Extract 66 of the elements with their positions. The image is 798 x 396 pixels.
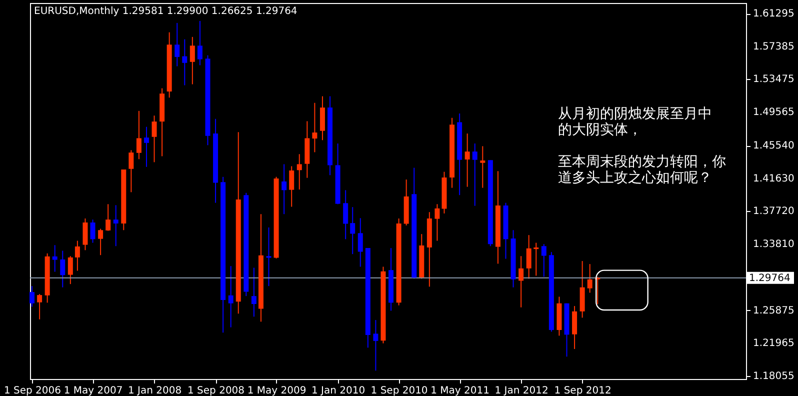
y-tick-label: 1.53475 — [753, 74, 794, 86]
candlestick — [52, 244, 58, 272]
candlestick — [526, 234, 532, 280]
x-tick-label: 1 May 2011 — [430, 386, 490, 396]
candlestick — [464, 133, 470, 188]
candlestick — [82, 218, 88, 251]
candlestick — [296, 154, 302, 190]
y-tick-label: 1.25875 — [753, 305, 794, 316]
x-tick-label: 1 Sep 2012 — [554, 386, 612, 396]
y-tick-label: 1.21965 — [753, 338, 794, 350]
y-tick-label: 1.41630 — [753, 173, 794, 184]
candlestick — [30, 286, 35, 308]
x-tick-label: 1 May 2009 — [247, 386, 306, 396]
x-tick-label: 1 May 2007 — [64, 386, 123, 396]
x-tick-label: 1 Jan 2010 — [311, 386, 366, 396]
candlestick — [282, 164, 287, 215]
candlestick — [587, 264, 592, 294]
x-tick-label: 1 Jan 2012 — [494, 386, 548, 396]
candlestick — [113, 204, 118, 247]
candlestick — [197, 20, 202, 66]
candlestick — [480, 146, 486, 188]
candlestick — [68, 256, 73, 285]
candlestick — [266, 226, 272, 287]
candlestick — [144, 126, 149, 168]
candlestick — [174, 22, 180, 67]
candlestick — [541, 244, 546, 278]
candlestick — [358, 218, 363, 268]
ref-line-label: 1.29764 — [749, 272, 790, 284]
annotation: 至本周末段的发力转阳，你道多头上攻之心如何呢？ — [558, 154, 726, 186]
y-tick-label: 1.18055 — [753, 370, 794, 382]
candlestick — [312, 102, 318, 153]
candlestick — [343, 190, 348, 240]
y-tick-label: 1.61295 — [753, 8, 794, 20]
candlestick — [90, 219, 96, 244]
candlestick — [182, 38, 188, 86]
candlestick — [228, 266, 234, 328]
candlestick — [74, 240, 80, 272]
candlestick — [152, 115, 157, 163]
chart-title: EURUSD,Monthly 1.29581 1.29900 1.26625 1.29764 — [34, 6, 298, 17]
candlestick — [136, 110, 142, 160]
y-tick-label: 1.37720 — [753, 206, 794, 218]
candlestick — [373, 320, 378, 372]
candlestick — [572, 306, 578, 350]
candlestick — [289, 166, 294, 208]
candlestick — [128, 150, 134, 193]
y-tick-label: 1.57385 — [753, 41, 794, 52]
x-tick-label: 1 Sep 2006 — [4, 386, 62, 396]
y-tick-label: 1.49565 — [753, 106, 794, 118]
candlestick — [37, 294, 42, 320]
candlestick — [320, 96, 325, 141]
x-tick-label: 1 Jan 2008 — [128, 386, 182, 396]
candlestick — [534, 242, 539, 276]
candlestick — [106, 204, 111, 232]
candlestick — [190, 36, 195, 85]
candlestick — [350, 206, 356, 255]
y-tick-label: 1.33810 — [753, 238, 794, 250]
x-tick-label: 1 Sep 2010 — [370, 386, 428, 396]
candlestick — [98, 228, 104, 256]
annotation: 从月初的阴烛发展至月中的大阴实体， — [558, 106, 712, 138]
candlestick — [251, 267, 256, 318]
candlestick — [518, 256, 524, 308]
candlestick — [60, 250, 66, 288]
candlestick — [472, 142, 478, 206]
x-tick-label: 1 Sep 2008 — [188, 386, 245, 396]
y-tick-label: 1.45540 — [753, 140, 794, 152]
candlestick — [434, 204, 440, 242]
